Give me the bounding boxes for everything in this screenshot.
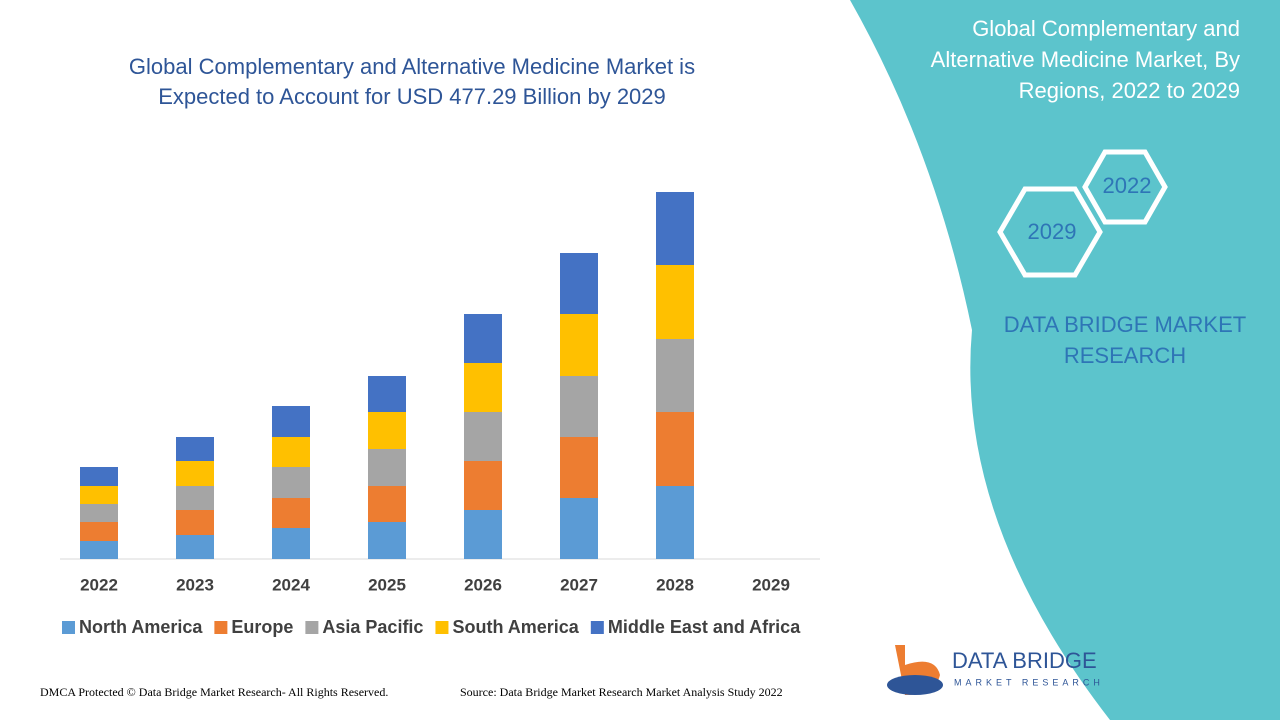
bar-segment [176, 486, 214, 510]
legend-swatch [62, 621, 75, 634]
bar-segment [560, 253, 598, 314]
logo-mark [887, 675, 943, 695]
footer-source: Source: Data Bridge Market Research Mark… [460, 685, 783, 699]
x-tick-label: 2025 [368, 575, 406, 594]
bar-segment [176, 437, 214, 461]
x-tick-label: 2029 [752, 575, 790, 594]
x-tick-label: 2026 [464, 575, 502, 594]
logo [887, 645, 943, 695]
bar-segment [368, 486, 406, 522]
legend-label: Europe [231, 617, 293, 637]
bar-segment [464, 510, 502, 559]
bar-segment [176, 510, 214, 535]
bar-segment [656, 265, 694, 339]
legend-swatch [214, 621, 228, 634]
logo-name: DATA BRIDGE [952, 648, 1097, 673]
x-tick-label: 2028 [656, 575, 694, 594]
x-tick-label: 2027 [560, 575, 598, 594]
brand-text: DATA BRIDGE MARKET RESEARCH [1004, 312, 1246, 368]
bar-segment [272, 498, 310, 528]
bar-segment [656, 192, 694, 265]
bar-segment [176, 535, 214, 559]
bar-segment [464, 461, 502, 510]
bar-segment [272, 528, 310, 559]
bar-segment [272, 406, 310, 437]
bar-segment [656, 412, 694, 486]
bar-segment [272, 467, 310, 498]
chart-title: Global Complementary and Alternative Med… [129, 54, 695, 109]
bar-segment [464, 412, 502, 461]
bar-segment [560, 498, 598, 559]
bar-segment [656, 339, 694, 412]
x-tick-label: 2022 [80, 575, 118, 594]
bar-segment [656, 486, 694, 559]
bar-segment [560, 376, 598, 437]
bar-segment [464, 314, 502, 363]
bar-segment [560, 314, 598, 376]
side-panel-bg [850, 0, 1280, 720]
bar-segment [272, 437, 310, 467]
bar-segment [368, 376, 406, 412]
legend-label: South America [452, 617, 579, 637]
x-tick-label: 2024 [272, 575, 310, 594]
bar-segment [80, 541, 118, 559]
legend-label: North America [79, 617, 203, 637]
x-tick-label: 2023 [176, 575, 214, 594]
bar-segment [368, 412, 406, 449]
bar-segment [560, 437, 598, 498]
bar-segment [80, 486, 118, 504]
hexagon-label: 2029 [1028, 219, 1077, 244]
legend-label: Asia Pacific [322, 617, 423, 637]
legend-swatch [590, 621, 604, 634]
logo-tagline: MARKET RESEARCH [954, 677, 1104, 687]
bar-segment [176, 461, 214, 486]
bar-segment [368, 522, 406, 559]
legend-swatch [305, 621, 319, 634]
side-panel-title: Global Complementary and Alternative Medi… [931, 16, 1240, 103]
bar-segment [368, 449, 406, 486]
hexagon [997, 186, 1103, 278]
bar-segment [464, 363, 502, 412]
legend-swatch [435, 621, 449, 634]
bar-segment [80, 467, 118, 486]
legend-label: Middle East and Africa [608, 617, 801, 637]
bar-segment [80, 504, 118, 522]
bar-segment [80, 522, 118, 541]
hexagon-label: 2022 [1103, 173, 1152, 198]
footer-copyright: DMCA Protected © Data Bridge Market Rese… [40, 685, 388, 699]
hexagon [1082, 149, 1168, 225]
